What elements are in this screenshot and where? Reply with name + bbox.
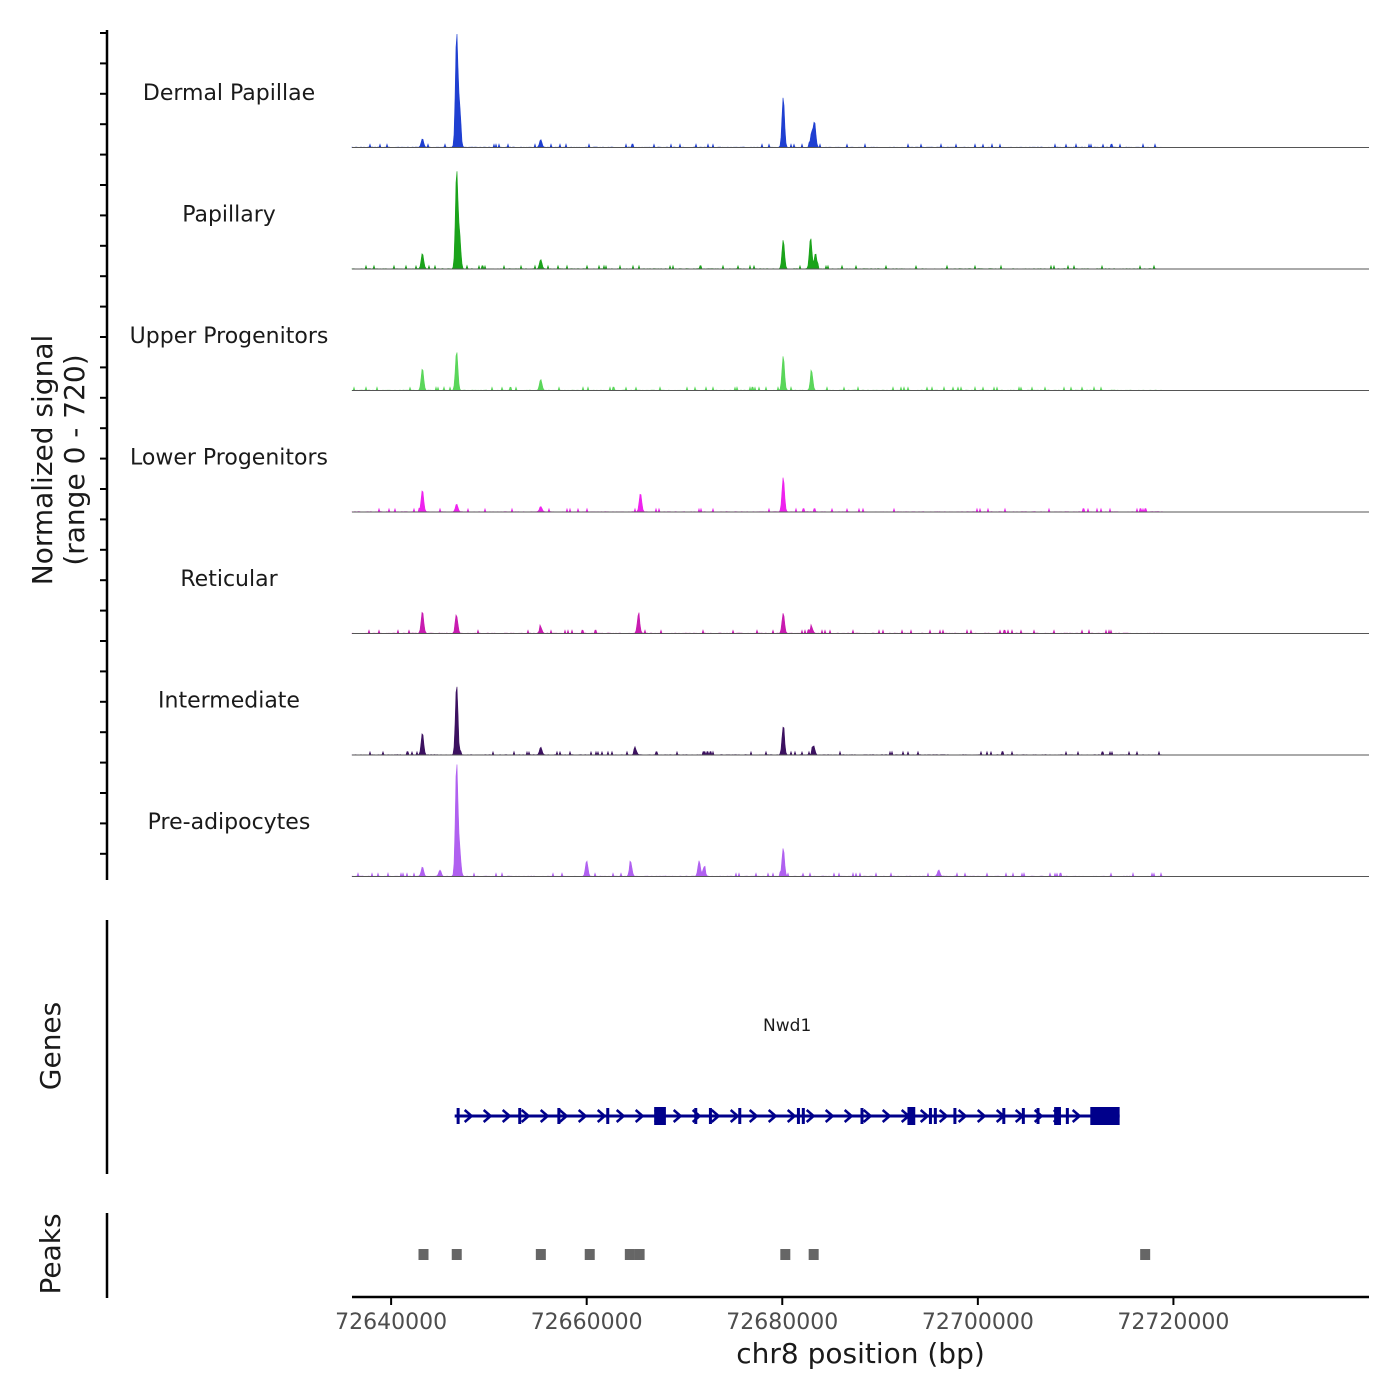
x-tick-label: 72660000	[531, 1310, 643, 1335]
track-label: Lower Progenitors	[130, 446, 328, 471]
track-label: Reticular	[180, 567, 278, 592]
peaks-track-label: Peaks	[34, 1213, 67, 1294]
track-label: Papillary	[182, 203, 276, 228]
strand-arrow	[577, 1109, 588, 1123]
strand-arrow	[805, 1109, 816, 1123]
peak-region	[780, 1249, 791, 1260]
gene-exon	[518, 1108, 522, 1124]
gene-exon	[694, 1108, 698, 1124]
strand-arrow	[938, 1109, 949, 1123]
gene-exon	[1090, 1107, 1120, 1125]
coverage-area-2	[351, 352, 1369, 392]
peaks-track	[105, 1213, 1151, 1298]
strand-arrow	[919, 1109, 930, 1123]
strand-arrow	[634, 1109, 645, 1123]
track-label: Pre-adipocytes	[148, 810, 311, 835]
strand-arrow	[482, 1109, 493, 1123]
strand-arrow	[957, 1109, 968, 1123]
gene-exon	[456, 1108, 460, 1124]
coverage-area-4	[351, 611, 1369, 635]
coverage-area-6	[351, 764, 1369, 878]
coverage-area-5	[351, 686, 1369, 756]
strand-arrow	[748, 1109, 759, 1123]
strand-arrow	[767, 1109, 778, 1123]
peak-region	[584, 1249, 595, 1260]
gene-exon	[928, 1108, 932, 1124]
track-label: Intermediate	[158, 689, 300, 714]
genes-track-label: Genes	[34, 1002, 67, 1090]
gene-exon	[738, 1108, 742, 1124]
strand-arrow	[1071, 1109, 1082, 1123]
x-tick-label: 72680000	[726, 1310, 838, 1335]
strand-arrow	[596, 1109, 607, 1123]
gene-exon	[860, 1108, 864, 1124]
signal-y-axis	[100, 30, 109, 880]
gene-exon	[1021, 1108, 1025, 1124]
x-tick-label: 72640000	[335, 1310, 447, 1335]
gene-exon	[953, 1108, 957, 1124]
track-label: Upper Progenitors	[130, 324, 329, 349]
strand-arrow	[881, 1109, 892, 1123]
peak-region	[624, 1249, 635, 1260]
genes-track	[105, 920, 1120, 1174]
peak-region	[451, 1249, 462, 1260]
peak-region	[535, 1249, 546, 1260]
coverage-area-1	[351, 171, 1369, 271]
strand-arrow	[862, 1109, 873, 1123]
strand-arrow	[501, 1109, 512, 1123]
coverage-area-3	[351, 477, 1369, 513]
gene-exon	[1036, 1108, 1040, 1124]
gene-exon	[708, 1108, 712, 1124]
gene-exon	[933, 1108, 937, 1124]
strand-arrow	[729, 1109, 740, 1123]
peak-region	[808, 1249, 819, 1260]
y-axis-title: Normalized signal	[26, 335, 59, 586]
gene-exon	[1054, 1107, 1061, 1125]
strand-arrow	[786, 1109, 797, 1123]
gene-exon	[907, 1107, 916, 1125]
strand-arrow	[615, 1109, 626, 1123]
gene-exon	[1002, 1108, 1006, 1124]
gene-exon	[557, 1108, 561, 1124]
strand-arrow	[843, 1109, 854, 1123]
peak-region	[634, 1249, 645, 1260]
x-tick-label: 72720000	[1117, 1310, 1229, 1335]
peak-region	[418, 1249, 429, 1260]
gene-exon	[801, 1108, 805, 1124]
strand-arrow	[672, 1109, 683, 1123]
track-label: Dermal Papillae	[143, 81, 315, 106]
gene-name-label: Nwd1	[763, 1016, 811, 1036]
x-axis: 72640000 72660000 72680000 72700000 72720000	[335, 1295, 1369, 1335]
strand-arrow	[976, 1109, 987, 1123]
strand-arrow	[710, 1109, 721, 1123]
coverage-area-0	[351, 33, 1369, 149]
gene-exon	[1065, 1108, 1069, 1124]
coverage-tracks: Dermal Papillae Papillary Upper Progenitor…	[130, 33, 1369, 878]
strand-arrow	[539, 1109, 550, 1123]
peak-region	[1140, 1249, 1151, 1260]
strand-arrow	[558, 1109, 569, 1123]
strand-arrow	[520, 1109, 531, 1123]
x-tick-label: 72700000	[922, 1310, 1034, 1335]
x-axis-title: chr8 position (bp)	[736, 1337, 985, 1370]
strand-arrow	[824, 1109, 835, 1123]
gene-exon	[606, 1108, 610, 1124]
strand-arrow	[463, 1109, 474, 1123]
gene-exon	[796, 1108, 800, 1124]
y-axis-subtitle: (range 0 - 720)	[58, 354, 91, 565]
gene-exon	[654, 1107, 666, 1125]
